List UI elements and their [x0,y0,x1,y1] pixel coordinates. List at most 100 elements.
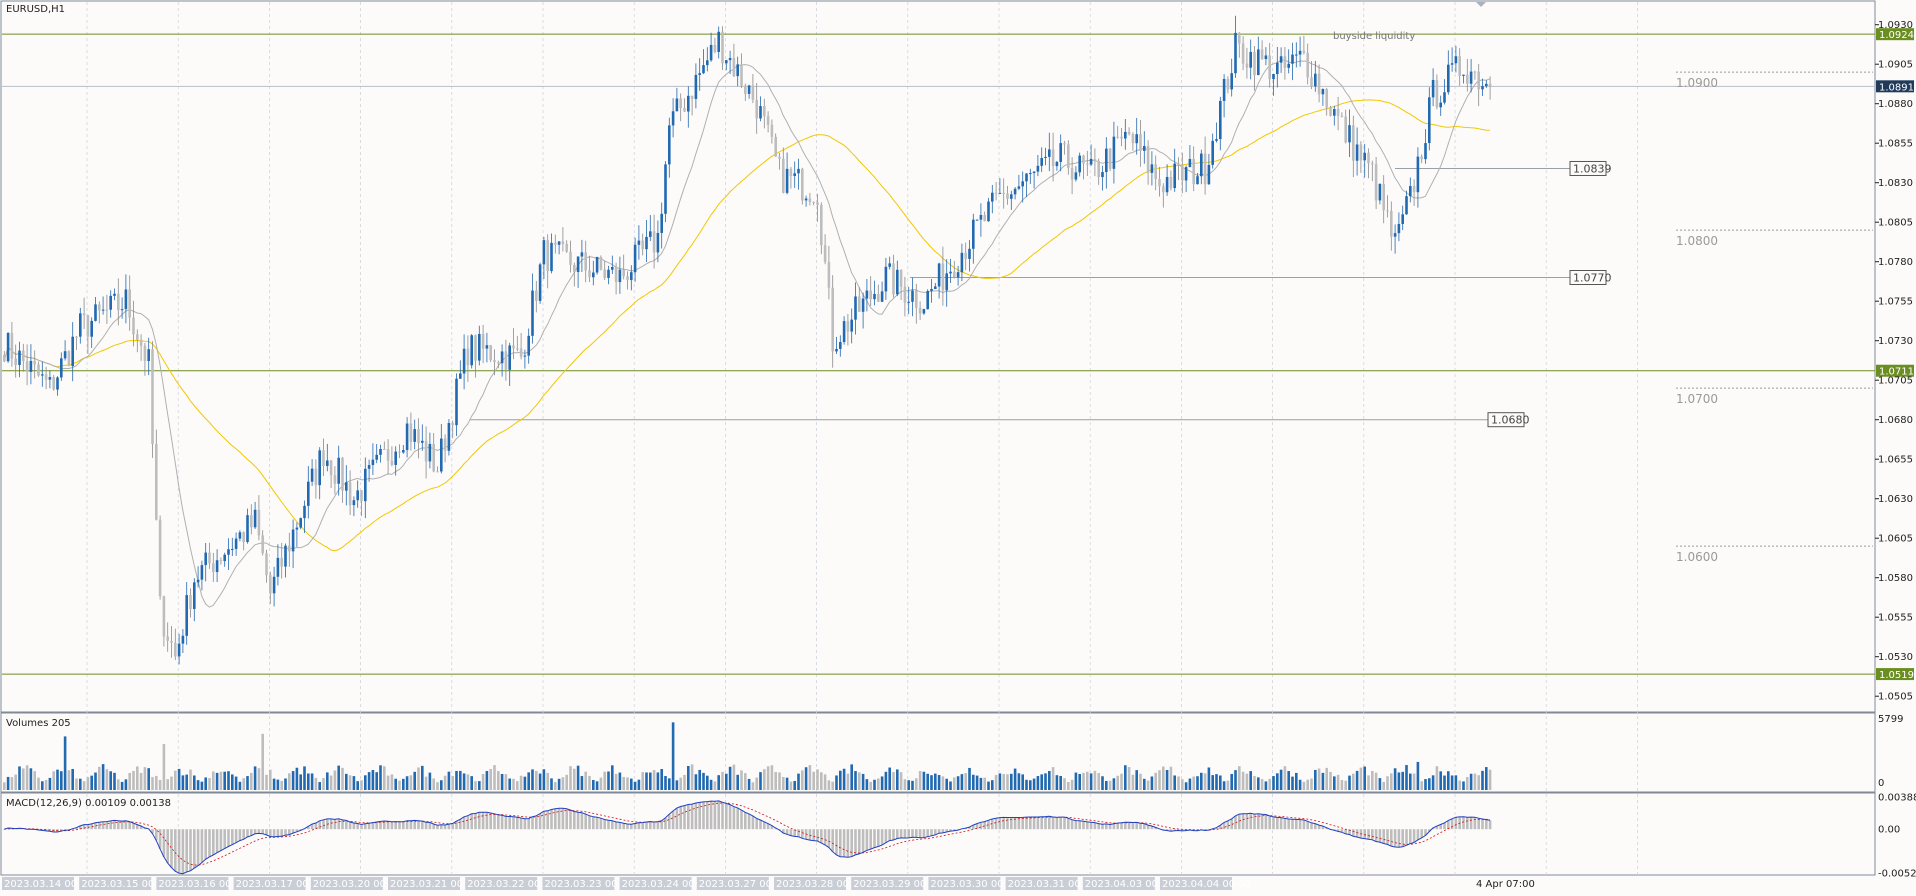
volume-bar [991,780,994,790]
macd-histogram-bar [424,822,428,830]
macd-histogram-bar [1135,822,1138,830]
time-label-bg [774,877,846,890]
candle-body [576,256,580,273]
price-label-box[interactable] [1487,412,1525,428]
candle-body [831,287,834,352]
candle-body [322,450,325,466]
volume-bar [766,766,770,790]
macd-histogram-bar [1154,827,1157,830]
candle-body [1200,153,1203,177]
volume-bar [1424,779,1427,790]
macd-histogram-bar [1401,829,1404,847]
time-label: 2023.03.15 00:00 [79,877,170,890]
macd-histogram-bar [1143,823,1146,830]
volume-bar [379,765,382,790]
macd-histogram-bar [352,823,356,830]
macd-histogram-bar [877,829,880,847]
round-number-label: 1.0900 [1676,76,1718,90]
macd-histogram-bar [1169,829,1173,832]
candle-body [1196,176,1199,185]
price-label-box[interactable] [1569,160,1607,176]
volume-bar [1378,778,1382,790]
macd-histogram-bar [991,819,994,830]
volume-bar [1215,774,1218,790]
candle-body [1348,125,1351,143]
candle-body [907,301,910,303]
candle-body [1241,43,1245,64]
candle-body [709,44,713,61]
macd-histogram-bar [717,800,720,830]
price-tick-label: 1.0930 [1878,20,1913,31]
time-label-bg [1005,877,1078,890]
volume-bar [489,769,492,790]
macd-histogram-bar [1230,818,1233,830]
candle-body [269,575,272,594]
volume-bar [79,778,82,790]
macd-histogram-bar [698,802,701,830]
macd-histogram-bar [174,829,177,872]
price-tick-label: 1.0655 [1878,455,1913,466]
macd-histogram-bar [1021,817,1024,830]
volume-bar [132,770,135,790]
volume-bar [1264,781,1268,790]
volume-bar [854,771,857,790]
volume-bar [1405,765,1408,790]
candle-body [117,293,120,311]
macd-histogram-bar [1078,820,1081,830]
candle-body [227,549,230,555]
volume-bar [390,774,394,790]
price-label-text: 1.0680 [1491,414,1530,427]
candle-body [732,58,736,77]
macd-histogram-bar [1283,818,1287,830]
volume-bar [29,768,33,790]
volume-bar [1067,782,1070,790]
price-label-box[interactable] [1569,270,1607,285]
macd-histogram-bar [1428,829,1431,832]
macd-histogram-bar [918,829,922,838]
candle-body [979,215,983,220]
macd-histogram-bar [599,818,603,830]
candle-body [1135,134,1138,144]
scroll-marker-icon[interactable] [1476,2,1486,7]
candle-body [755,99,758,119]
macd-histogram-bar [869,829,872,850]
candle-body [865,290,869,299]
candle-body [424,440,428,462]
macd-histogram-bar [86,824,90,830]
volume-bar [827,780,831,790]
candle-body [1317,73,1321,95]
volume-bar [223,771,226,790]
volume-bar [721,771,724,790]
macd-histogram-bar [1238,814,1241,830]
horizontal-levels[interactable]: 1.0924 1.0711 1.0519 1.0891 1.0900 1.0800 1.07… [2,28,1914,681]
candle-body [527,335,530,356]
time-label-bg [156,877,229,890]
volume-bar [333,770,337,790]
volume-bar [398,780,401,790]
candle-body [1082,155,1085,164]
macd-histogram-bar [1040,816,1043,830]
candle-body [846,321,850,332]
candle-body [360,490,363,502]
price-pane[interactable] [0,0,1876,713]
macd-histogram-bar [770,825,774,830]
candle-body [470,335,473,366]
macd-histogram-bar [569,809,572,830]
volume-bar [1196,776,1199,790]
time-label-text: 2023.03.22 00:00 [467,879,556,890]
volume-bar [1059,775,1062,790]
macd-histogram-bar [846,829,850,858]
volume-bar [759,772,762,790]
candle-body [763,106,766,117]
volume-bar [1093,770,1097,790]
volume-bar [455,770,458,790]
price-tick-label: 1.0605 [1878,534,1913,545]
macd-histogram-bar [1105,823,1108,830]
volume-bar [204,777,207,790]
macd-histogram-bar [880,829,884,846]
volume-bar [402,778,405,790]
macd-histogram-bar [968,827,971,830]
volume-bar [569,766,572,790]
macd-histogram-bar [1063,817,1066,830]
